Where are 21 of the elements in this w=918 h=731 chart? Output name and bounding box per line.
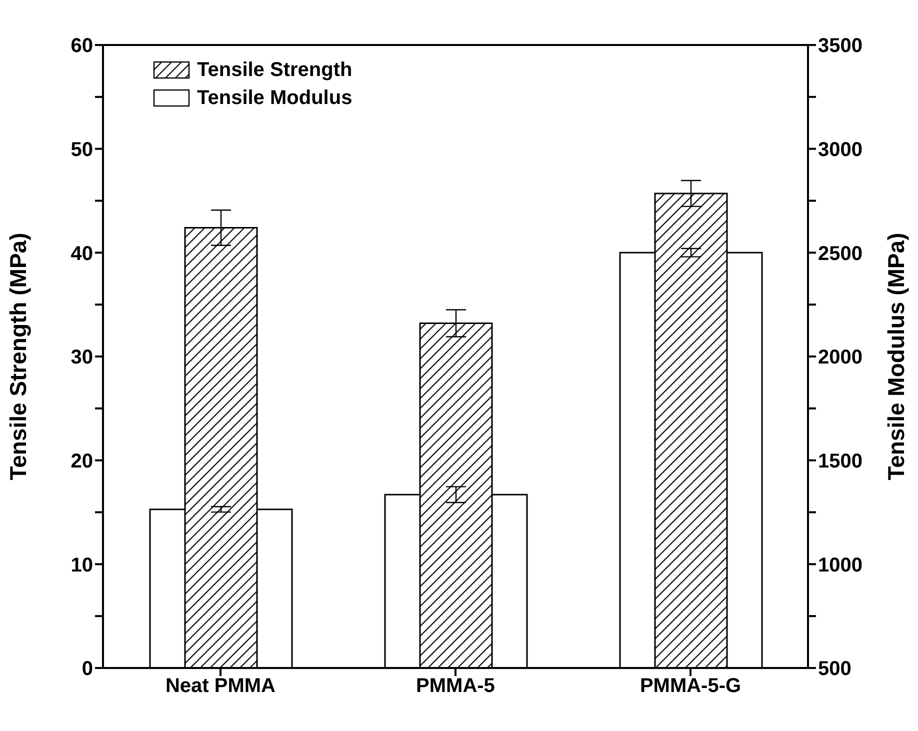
y2-tick-label: 500 xyxy=(818,658,852,680)
x-tick-label: Neat PMMA xyxy=(165,675,276,698)
y2-tick-label: 1500 xyxy=(818,450,862,472)
y-tick-label: 60 xyxy=(70,35,93,58)
y-tick-label: 10 xyxy=(70,554,93,576)
y2-tick-label: 3500 xyxy=(818,35,862,58)
y2-tick-label: 2500 xyxy=(818,242,862,265)
legend-label: Tensile Modulus xyxy=(197,86,352,111)
legend-label: Tensile Strength xyxy=(197,58,352,83)
y-tick-label: 50 xyxy=(70,138,93,161)
y-tick-label: 30 xyxy=(70,346,93,369)
x-tick-label: PMMA-5-G xyxy=(640,675,742,698)
y-tick-label: 20 xyxy=(70,450,93,472)
y-tick-label: 0 xyxy=(82,658,93,680)
y2-tick-label: 2000 xyxy=(818,346,862,369)
y2-tick-label: 3000 xyxy=(818,138,862,161)
y2-tick-label: 1000 xyxy=(818,554,862,576)
x-tick-label: PMMA-5 xyxy=(416,675,495,698)
y2-axis-title: Tensile Modulus (MPa) xyxy=(883,232,910,480)
y-axis-title: Tensile Strength (MPa) xyxy=(5,232,32,480)
y-tick-label: 40 xyxy=(70,242,93,265)
